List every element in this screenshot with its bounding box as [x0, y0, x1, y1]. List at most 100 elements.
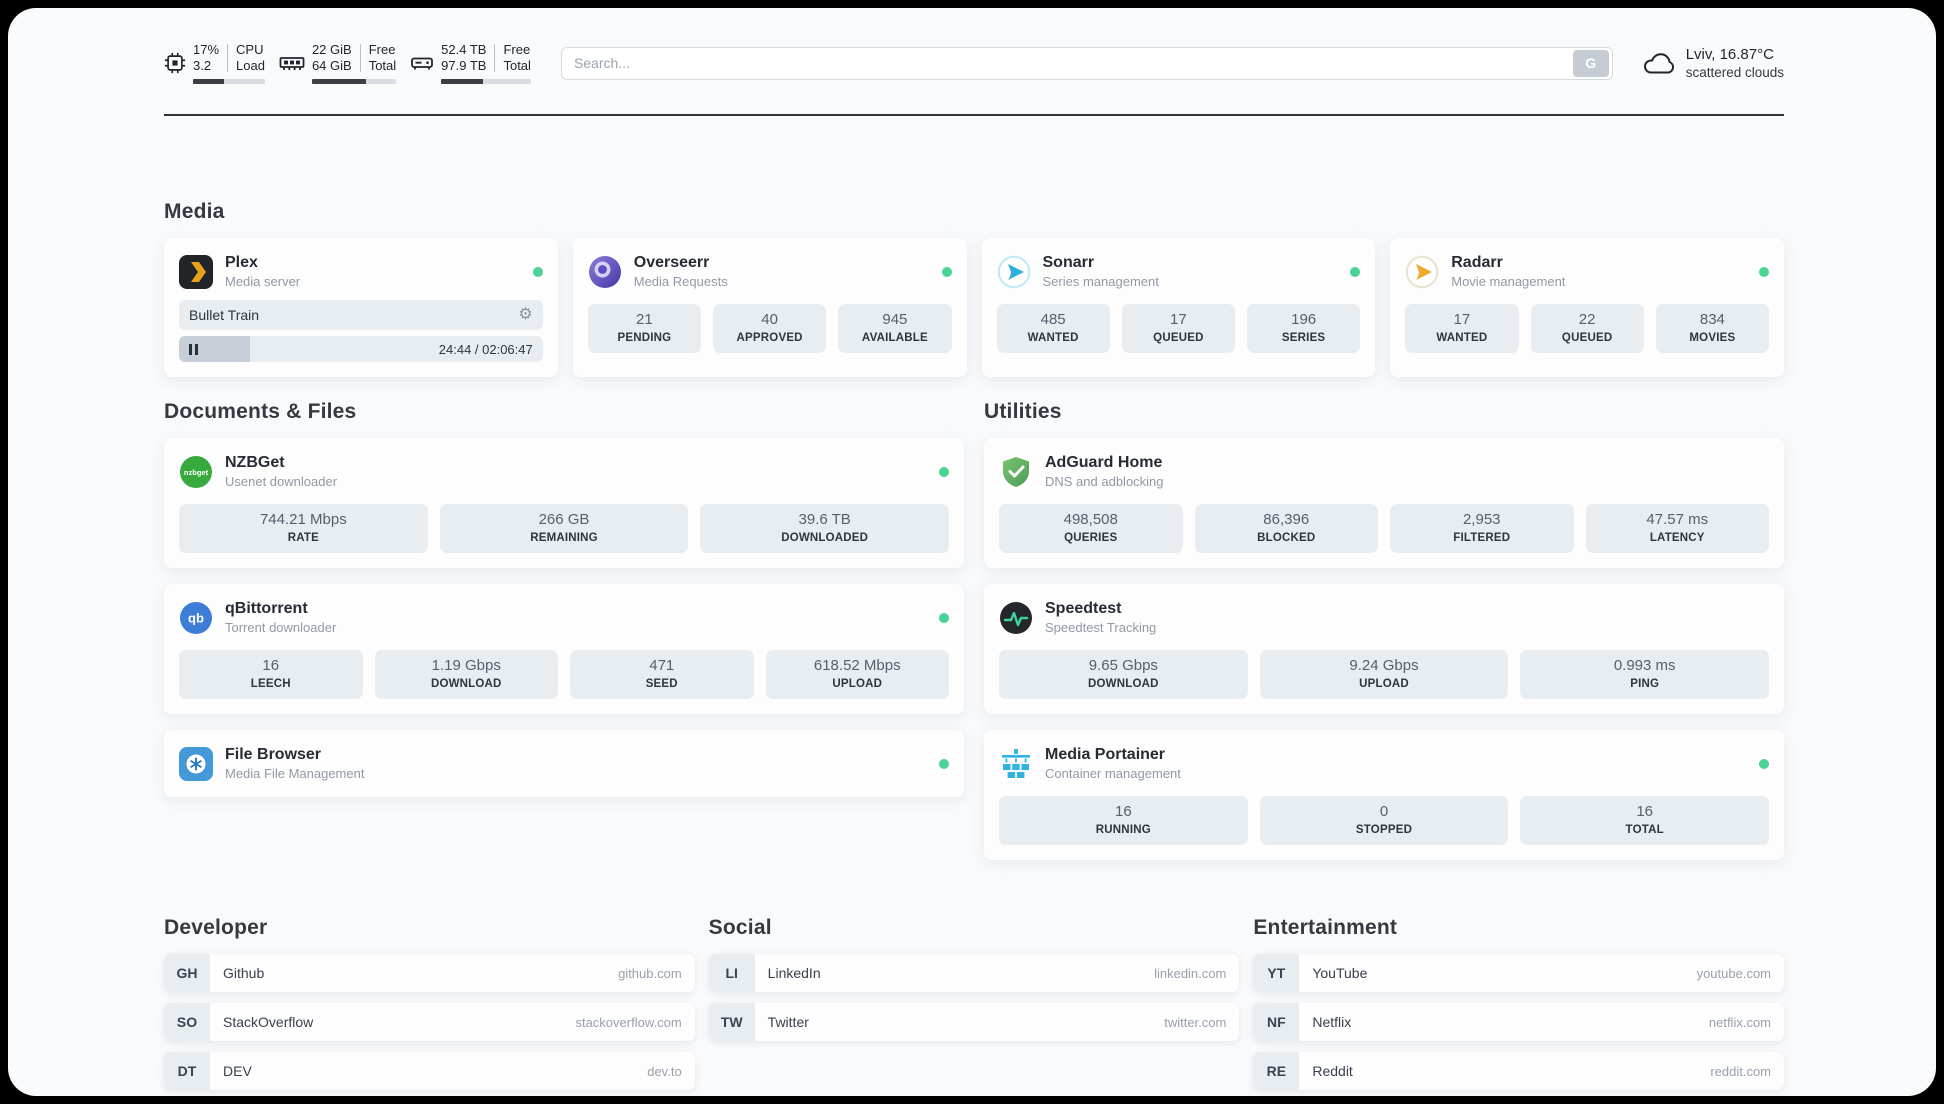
- disk-labels: Free Total: [503, 42, 531, 73]
- stat-box: 196 SERIES: [1247, 304, 1361, 353]
- link-name: Netflix: [1312, 1014, 1352, 1030]
- card-subtitle: Series management: [1042, 274, 1159, 289]
- adguard-card[interactable]: AdGuard Home DNS and adblocking 498,508 …: [984, 438, 1784, 568]
- utilities-heading: Utilities: [984, 400, 1062, 423]
- nzbget-card[interactable]: nzbget NZBGet Usenet downloader 744.21 M…: [164, 438, 964, 568]
- cpu-labels: CPU Load: [236, 42, 265, 73]
- card-subtitle: DNS and adblocking: [1045, 474, 1164, 489]
- card-title: AdGuard Home: [1045, 454, 1163, 471]
- developer-heading: Developer: [164, 916, 268, 939]
- speedtest-icon: [1000, 601, 1032, 634]
- link-dev[interactable]: DT DEV dev.to: [164, 1052, 695, 1090]
- link-domain: stackoverflow.com: [575, 1014, 682, 1030]
- ram-values: 22 GiB 64 GiB: [311, 42, 352, 73]
- card-title: qBittorrent: [225, 600, 308, 617]
- overseerr-icon: [588, 255, 621, 288]
- card-title: File Browser: [225, 746, 322, 763]
- section-utilities: Utilities AdGuard Home DNS: [984, 400, 1784, 876]
- link-name: YouTube: [1312, 965, 1368, 981]
- link-badge: SO: [164, 1003, 210, 1041]
- cpu-stat: 17% 3.2 CPU Load: [164, 42, 265, 84]
- link-badge: NF: [1253, 1003, 1300, 1041]
- plex-icon: [179, 254, 213, 289]
- search-provider-button[interactable]: G: [1572, 49, 1609, 77]
- stat-box: 17 QUEUED: [1121, 304, 1235, 353]
- radarr-card[interactable]: Radarr Movie management 17 WANTED 22 QUE…: [1390, 238, 1784, 377]
- adguard-icon: [1003, 456, 1029, 487]
- status-dot: [1350, 266, 1361, 277]
- link-name: StackOverflow: [223, 1014, 314, 1030]
- section-media: Media Plex Media server: [164, 200, 1784, 377]
- search-bar[interactable]: G: [560, 46, 1613, 80]
- link-linkedin[interactable]: LI LinkedIn linkedin.com: [708, 954, 1240, 992]
- stat-box: 39.6 TB DOWNLOADED: [700, 504, 950, 553]
- cpu-values: 17% 3.2: [193, 42, 220, 73]
- link-github[interactable]: GH Github github.com: [164, 954, 695, 992]
- card-subtitle: Movie management: [1451, 274, 1566, 289]
- section-documents: Documents & Files nzbget NZBGet Usenet d…: [164, 400, 964, 876]
- link-youtube[interactable]: YT YouTube youtube.com: [1253, 954, 1785, 992]
- stat-box: 21 PENDING: [587, 304, 701, 353]
- social-heading: Social: [708, 916, 772, 939]
- stat-box: 9.24 Gbps UPLOAD: [1259, 650, 1509, 699]
- status-dot: [941, 266, 952, 277]
- link-domain: dev.to: [647, 1063, 682, 1079]
- link-twitter[interactable]: TW Twitter twitter.com: [708, 1003, 1240, 1041]
- status-dot: [939, 612, 949, 623]
- now-playing-title: Bullet Train: [189, 307, 260, 323]
- link-name: DEV: [223, 1063, 252, 1079]
- card-subtitle: Torrent downloader: [225, 620, 337, 635]
- playback-progress-bar[interactable]: 24:44 / 02:06:47: [179, 336, 543, 362]
- cpu-chip-icon: [164, 52, 186, 74]
- card-subtitle: Media File Management: [225, 766, 365, 781]
- plex-card[interactable]: Plex Media server Bullet Train ⚙ 24:44 /…: [164, 238, 558, 377]
- stat-box: 47.57 ms LATENCY: [1585, 504, 1769, 553]
- section-social: Social LI LinkedIn linkedin.com TW Twitt…: [708, 916, 1240, 1096]
- sonarr-card[interactable]: Sonarr Series management 485 WANTED 17 Q…: [981, 238, 1376, 377]
- link-name: LinkedIn: [767, 965, 821, 981]
- filebrowser-card[interactable]: File Browser Media File Management: [164, 730, 964, 797]
- disk-values: 52.4 TB 97.9 TB: [441, 42, 487, 73]
- portainer-card[interactable]: Media Portainer Container management 16 …: [984, 730, 1784, 860]
- now-playing-bar: Bullet Train ⚙: [179, 300, 543, 330]
- link-domain: github.com: [618, 965, 682, 981]
- weather-condition: scattered clouds: [1685, 65, 1784, 80]
- link-reddit[interactable]: RE Reddit reddit.com: [1253, 1052, 1785, 1090]
- status-dot: [939, 466, 949, 477]
- system-stats: 17% 3.2 CPU Load: [164, 42, 531, 84]
- stat-box: 16 LEECH: [179, 650, 363, 699]
- stat-box: 16 TOTAL: [1520, 796, 1770, 845]
- card-subtitle: Speedtest Tracking: [1045, 620, 1157, 635]
- link-badge: DT: [164, 1052, 210, 1090]
- pause-button[interactable]: [189, 343, 198, 355]
- overseerr-card[interactable]: Overseerr Media Requests 21 PENDING 40 A…: [572, 238, 967, 377]
- card-title: NZBGet: [225, 454, 285, 471]
- link-domain: reddit.com: [1710, 1063, 1772, 1079]
- playback-time: 24:44 / 02:06:47: [438, 341, 533, 357]
- status-dot: [939, 758, 949, 769]
- stat-box: 40 APPROVED: [713, 304, 827, 353]
- stat-box: 0.993 ms PING: [1520, 650, 1770, 699]
- link-stackoverflow[interactable]: SO StackOverflow stackoverflow.com: [164, 1003, 695, 1041]
- link-netflix[interactable]: NF Netflix netflix.com: [1253, 1003, 1785, 1041]
- link-name: Twitter: [767, 1014, 809, 1030]
- search-input[interactable]: [573, 55, 1573, 71]
- stat-box: 498,508 QUERIES: [999, 504, 1183, 553]
- status-dot: [1759, 758, 1769, 769]
- stat-box: 17 WANTED: [1405, 304, 1519, 353]
- topbar-divider: [164, 114, 1784, 116]
- stat-box: 1.19 Gbps DOWNLOAD: [374, 650, 558, 699]
- gear-icon[interactable]: ⚙: [518, 306, 533, 323]
- link-domain: youtube.com: [1696, 965, 1772, 981]
- speedtest-card[interactable]: Speedtest Speedtest Tracking 9.65 Gbps D…: [984, 584, 1784, 714]
- card-title: Media Portainer: [1045, 746, 1166, 763]
- stat-box: 945 AVAILABLE: [838, 304, 952, 353]
- link-domain: linkedin.com: [1154, 965, 1227, 981]
- stat-box: 485 WANTED: [996, 304, 1110, 353]
- stat-box: 22 QUEUED: [1530, 304, 1644, 353]
- link-domain: netflix.com: [1708, 1014, 1772, 1030]
- sonarr-icon: [997, 255, 1030, 288]
- qbittorrent-card[interactable]: qb qBittorrent Torrent downloader 16 LEE…: [164, 584, 964, 714]
- divider: [227, 44, 229, 72]
- cloud-icon: [1643, 52, 1674, 73]
